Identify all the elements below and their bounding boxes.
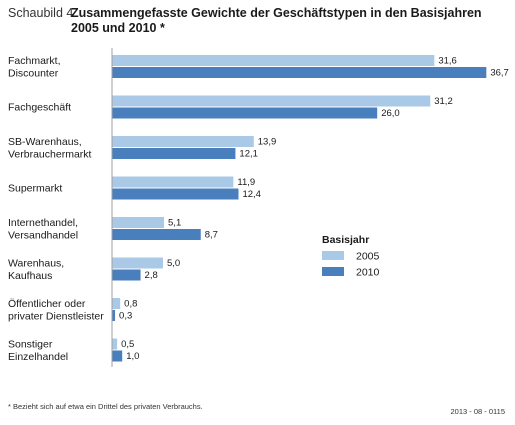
- value-label-2010: 0,3: [119, 311, 132, 322]
- value-label-2005: 0,5: [121, 339, 134, 350]
- value-label-2005: 11,9: [237, 177, 255, 188]
- chart-title: Zusammengefasste Gewichte der Geschäftst…: [71, 6, 482, 35]
- bar-2010: [112, 269, 141, 281]
- value-label-2005: 31,2: [434, 96, 453, 107]
- value-label-2010: 26,0: [381, 108, 400, 119]
- value-label-2005: 13,9: [258, 137, 277, 148]
- value-label-2010: 2,8: [145, 270, 158, 281]
- bar-2005: [112, 338, 118, 350]
- figure-label: Schaubild 4: [8, 6, 74, 20]
- bar-2010: [112, 107, 378, 119]
- category-label: Öffentlicher oder: [8, 298, 86, 310]
- bar-2005: [112, 298, 121, 309]
- footnote: * Bezieht sich auf etwa ein Drittel des …: [8, 402, 203, 411]
- figure-code: 2013 - 08 - 0115: [450, 407, 506, 416]
- bar-2005: [112, 95, 431, 107]
- category-label: Versandhandel: [8, 229, 78, 241]
- bar-2010: [112, 148, 236, 159]
- legend-swatch-2005: [322, 251, 344, 260]
- category-label: Warenhaus,: [8, 257, 64, 269]
- value-label-2005: 5,0: [167, 258, 180, 269]
- category-label: Internethandel,: [8, 217, 78, 229]
- category-label: Kaufhaus: [8, 270, 52, 282]
- bar-2005: [112, 176, 234, 188]
- value-label-2005: 5,1: [168, 218, 181, 229]
- bar-2010: [112, 67, 487, 78]
- bar-2010: [112, 350, 123, 362]
- value-label-2010: 1,0: [126, 351, 139, 362]
- category-label: SB-Warenhaus,: [8, 136, 82, 148]
- category-label: Supermarkt: [8, 183, 62, 195]
- bar-2005: [112, 217, 165, 228]
- category-label: privater Dienstleister: [8, 310, 104, 322]
- legend-title: Basisjahr: [322, 234, 369, 246]
- legend-label-2005: 2005: [356, 251, 380, 263]
- category-label: Verbrauchermarkt: [8, 148, 92, 160]
- category-label: Fachmarkt,: [8, 55, 61, 67]
- category-label: Einzelhandel: [8, 351, 68, 363]
- bar-2005: [112, 55, 435, 66]
- bar-2005: [112, 136, 254, 147]
- value-label-2010: 36,7: [490, 68, 509, 79]
- value-label-2010: 12,4: [242, 189, 260, 200]
- legend-label-2010: 2010: [356, 267, 380, 279]
- value-label-2005: 0,8: [124, 299, 137, 310]
- bar-2010: [112, 188, 239, 200]
- legend-swatch-2010: [322, 267, 344, 276]
- category-label: Fachgeschäft: [8, 102, 71, 114]
- bar-2010: [112, 229, 201, 240]
- value-label-2010: 12,1: [239, 149, 257, 160]
- category-label: Sonstiger: [8, 338, 53, 350]
- value-label-2005: 31,6: [438, 56, 457, 67]
- category-label: Discounter: [8, 67, 59, 79]
- bar-2010: [112, 310, 116, 321]
- value-label-2010: 8,7: [205, 230, 218, 241]
- bar-2005: [112, 257, 163, 269]
